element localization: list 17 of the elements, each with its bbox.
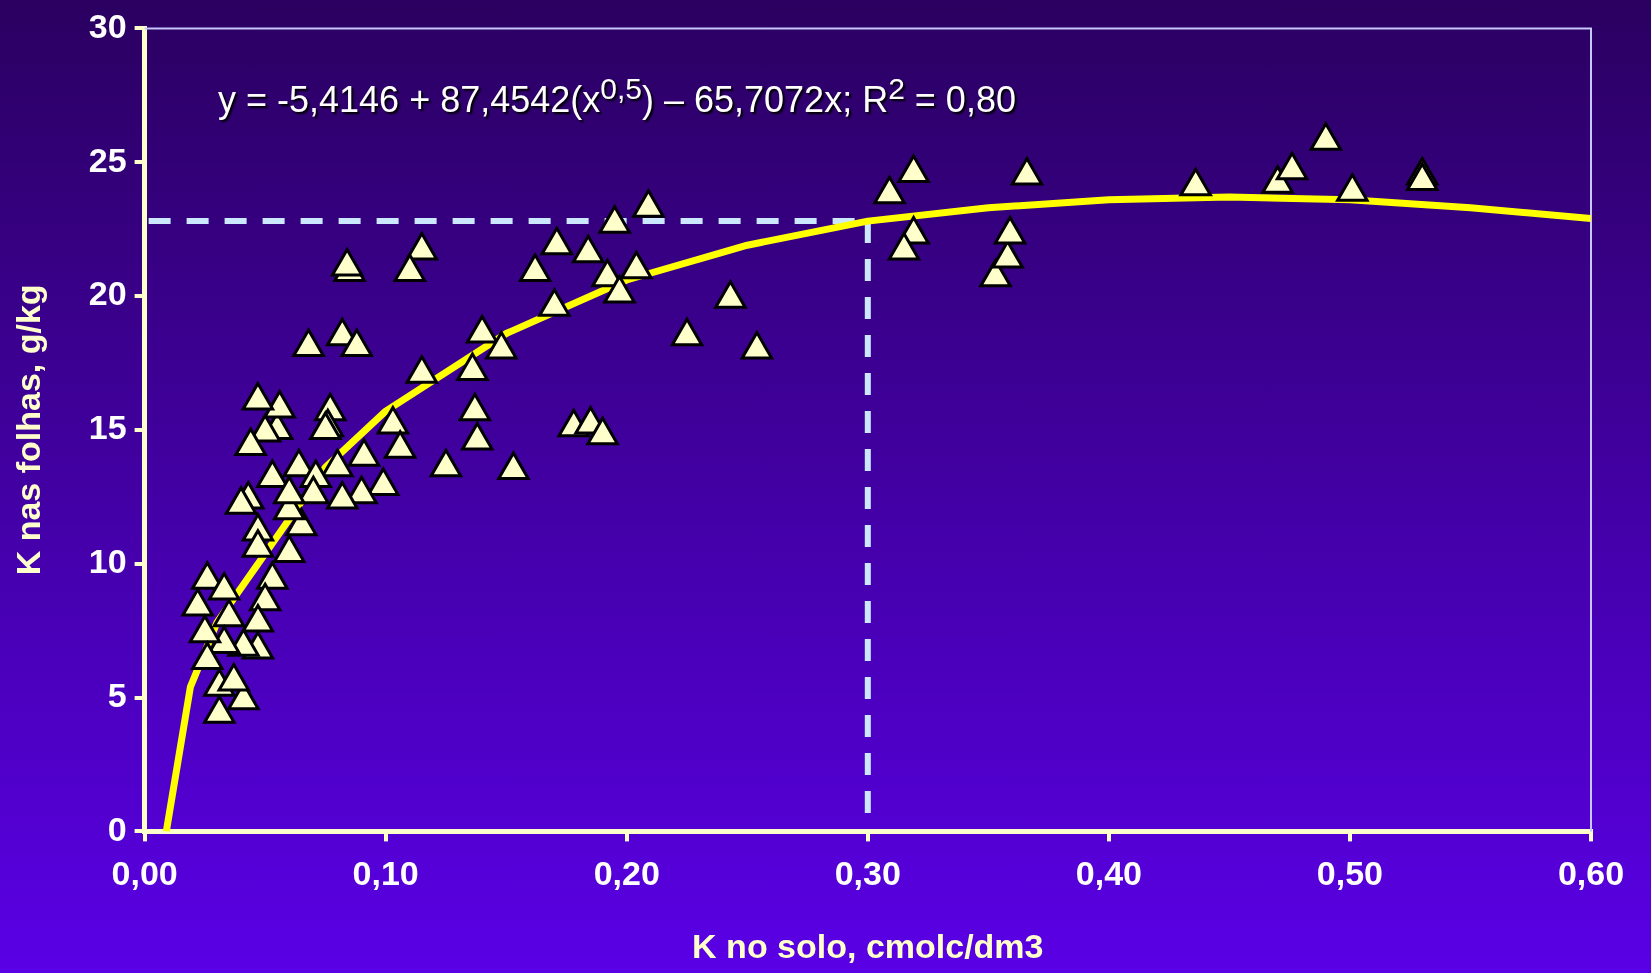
x-axis-title: K no solo, cmolc/dm3	[692, 926, 1044, 965]
y-axis-title: K nas folhas, g/kg	[8, 284, 47, 576]
x-tick-label: 0,00	[111, 854, 178, 893]
x-tick-label: 0,10	[352, 854, 419, 893]
y-tick-label: 0	[107, 809, 127, 848]
y-tick-label: 10	[88, 542, 127, 581]
x-tick-label: 0,50	[1316, 854, 1384, 893]
x-tick-label: 0,20	[593, 854, 660, 893]
x-tick-label: 0,30	[834, 854, 901, 893]
x-tick-label: 0,60	[1557, 854, 1625, 893]
y-tick-label: 25	[88, 140, 127, 179]
x-tick-label: 0,40	[1075, 854, 1142, 893]
annotation: y = -5,4146 + 87,4542(x$^{0,5}$) – 65,7072x; R$^{2}$ = 0,80	[218, 72, 1016, 121]
y-tick-label: 5	[107, 675, 127, 714]
y-tick-label: 20	[88, 274, 127, 313]
y-tick-label: 15	[88, 408, 127, 447]
y-tick-label: 30	[88, 6, 127, 45]
